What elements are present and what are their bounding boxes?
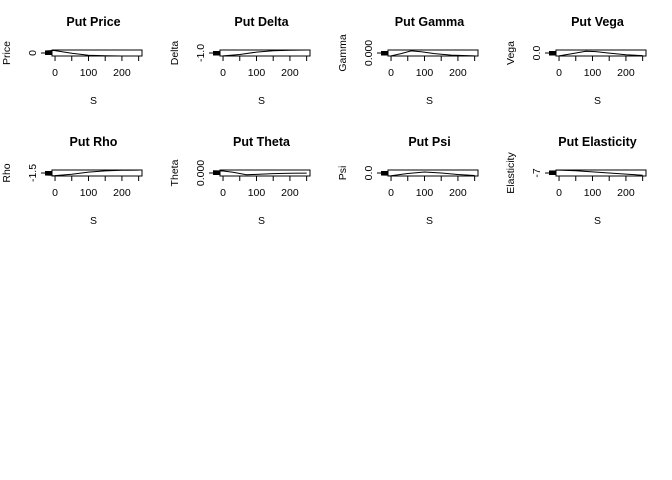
x-tick-label: 100	[80, 187, 98, 199]
x-axis-label: S	[594, 215, 601, 227]
plot-frame	[387, 169, 479, 177]
panel-title: Put Psi	[408, 135, 450, 149]
x-tick-label: 100	[248, 67, 266, 79]
x-tick-label: 0	[220, 187, 226, 199]
x-axis-label: S	[594, 95, 601, 107]
y-axis-label: Gamma	[337, 34, 349, 72]
panel-put-psi: Put Psi 0 100 200 0.0 S Psi	[337, 135, 479, 227]
y-axis-label: Theta	[169, 159, 181, 186]
y-tick-label: 0.0	[531, 46, 543, 61]
series-line	[45, 50, 139, 56]
x-tick-label: 0	[388, 67, 394, 79]
y-axis-label: Psi	[337, 166, 349, 181]
y-axis-label: Elasticity	[505, 152, 517, 194]
series-line	[45, 170, 139, 176]
series-line	[213, 170, 307, 176]
x-tick-label: 200	[281, 187, 299, 199]
x-tick-label: 200	[113, 187, 131, 199]
panel-put-elasticity: Put Elasticity 0 100 200 -7 S Elasticity	[505, 135, 647, 227]
y-axis-label: Rho	[1, 163, 13, 182]
series-line	[381, 50, 475, 56]
x-tick-label: 0	[388, 187, 394, 199]
x-tick-label: 100	[80, 67, 98, 79]
plot-frame	[219, 49, 311, 57]
x-tick-label: 100	[584, 187, 602, 199]
panel-title: Put Price	[66, 15, 120, 29]
y-tick-label: 0.000	[195, 160, 207, 186]
x-tick-label: 200	[281, 67, 299, 79]
y-tick-label: -7	[531, 168, 543, 177]
x-tick-label: 0	[556, 67, 562, 79]
panel-title: Put Delta	[234, 15, 289, 29]
series-line	[381, 171, 475, 176]
series-line	[213, 50, 307, 56]
x-axis-label: S	[258, 95, 265, 107]
plot-frame	[51, 49, 143, 57]
panel-title: Put Vega	[571, 15, 625, 29]
x-tick-label: 100	[416, 67, 434, 79]
panel-title: Put Gamma	[395, 15, 466, 29]
x-tick-label: 0	[52, 67, 58, 79]
x-tick-label: 200	[113, 67, 131, 79]
y-tick-label: -1.5	[27, 164, 39, 182]
panel-title: Put Theta	[233, 135, 291, 149]
x-tick-label: 0	[556, 187, 562, 199]
series-line	[549, 50, 643, 56]
x-tick-label: 200	[449, 187, 467, 199]
panel-put-vega: Put Vega 0 100 200 0.0 S Vega	[505, 15, 647, 107]
y-axis-label: Vega	[505, 41, 517, 65]
x-tick-label: 200	[617, 187, 635, 199]
y-tick-label: 0.0	[363, 166, 375, 181]
x-tick-label: 0	[220, 67, 226, 79]
plot-frame	[555, 49, 647, 57]
x-axis-label: S	[426, 95, 433, 107]
y-tick-label: 0	[27, 50, 39, 56]
x-axis-label: S	[426, 215, 433, 227]
x-tick-label: 200	[617, 67, 635, 79]
series-line	[549, 170, 643, 176]
x-tick-label: 0	[52, 187, 58, 199]
y-axis-label: Delta	[169, 41, 181, 66]
y-tick-label: -1.0	[195, 44, 207, 62]
x-axis-label: S	[90, 95, 97, 107]
panel-put-rho: Put Rho 0 100 200 -1.5 S Rho	[1, 135, 143, 227]
panel-title: Put Elasticity	[558, 135, 637, 149]
y-tick-label: 0.000	[363, 40, 375, 66]
x-tick-label: 100	[584, 67, 602, 79]
panel-put-delta: Put Delta 0 100 200 -1.0 S Delta	[169, 15, 311, 107]
x-axis-label: S	[90, 215, 97, 227]
plot-frame	[51, 169, 143, 177]
panel-put-theta: Put Theta 0 100 200 0.000 S Theta	[169, 135, 311, 227]
panel-put-gamma: Put Gamma 0 100 200 0.000 S Gamma	[337, 15, 479, 107]
panel-title: Put Rho	[70, 135, 118, 149]
plot-frame	[387, 49, 479, 57]
x-axis-label: S	[258, 215, 265, 227]
y-axis-label: Price	[1, 41, 13, 65]
x-tick-label: 100	[248, 187, 266, 199]
panel-put-price: Put Price 0 100 200 0 S Price	[1, 15, 143, 107]
plot-frame	[219, 169, 311, 177]
plot-frame	[555, 169, 647, 177]
x-tick-label: 100	[416, 187, 434, 199]
x-tick-label: 200	[449, 67, 467, 79]
